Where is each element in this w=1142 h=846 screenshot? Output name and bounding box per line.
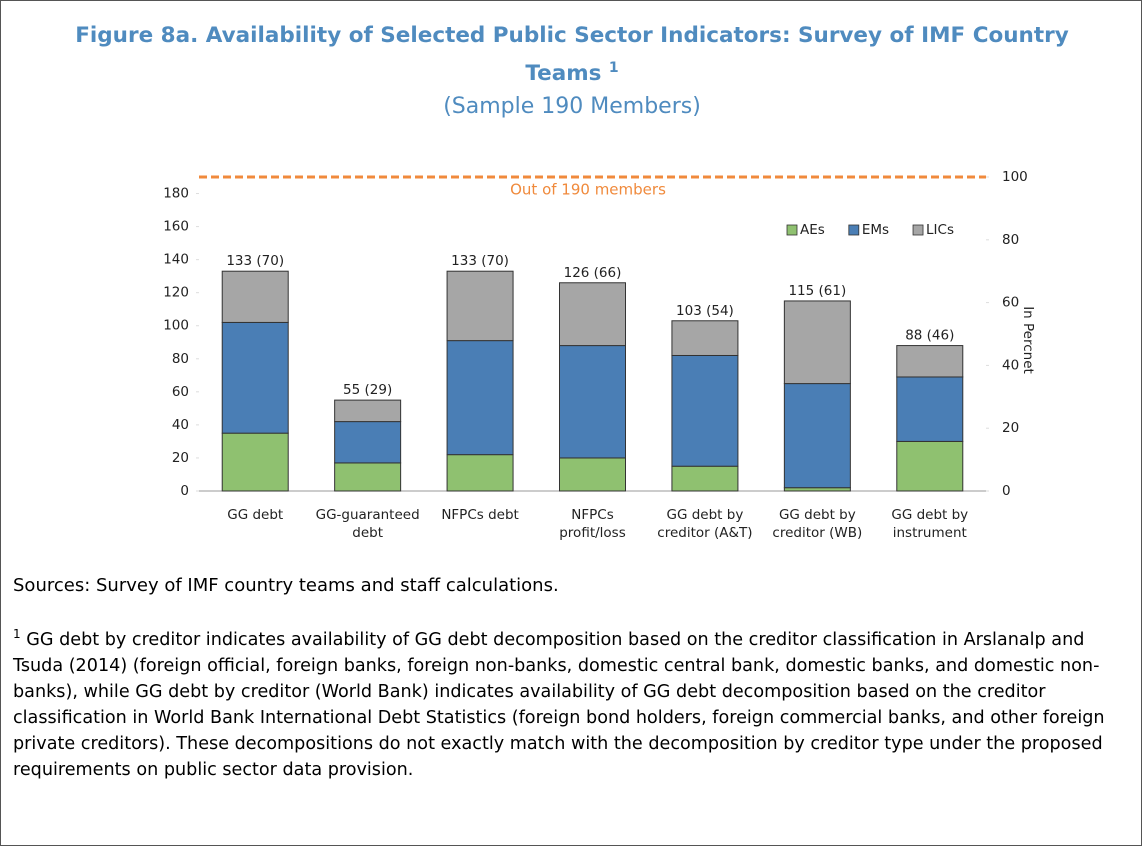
reference-label: Out of 190 members xyxy=(510,181,666,199)
x-tick-label: GG-guaranteed xyxy=(316,507,420,523)
title-text: Figure 8a. Availability of Selected Publ… xyxy=(75,23,1069,87)
total-label: 133 (70) xyxy=(226,253,284,269)
total-label: 133 (70) xyxy=(451,253,509,269)
y-tick-label: 160 xyxy=(163,219,189,235)
legend-swatch xyxy=(786,224,798,236)
bar-segment xyxy=(446,340,514,456)
footnote-marker: 1 xyxy=(13,627,21,641)
x-tick-label: NFPCs debt xyxy=(441,507,519,523)
total-label: 88 (46) xyxy=(905,328,954,344)
y2-tick-label: 80 xyxy=(1002,232,1019,248)
bar-segment xyxy=(671,354,739,467)
y-tick-label: 140 xyxy=(163,252,189,268)
figure-title: Figure 8a. Availability of Selected Publ… xyxy=(41,19,1103,90)
y-tick-label: 0 xyxy=(180,483,189,499)
legend-label: LICs xyxy=(926,222,954,238)
y2-tick-label: 0 xyxy=(1002,483,1011,499)
total-label: 55 (29) xyxy=(343,382,392,398)
bar-segment xyxy=(559,457,626,492)
bar-segment xyxy=(671,465,739,492)
total-label: 103 (54) xyxy=(676,303,734,319)
y2-tick-label: 20 xyxy=(1002,420,1019,436)
bar-segment xyxy=(221,270,289,323)
footnote: 1 GG debt by creditor indicates availabi… xyxy=(13,621,1135,783)
y2-tick-label: 100 xyxy=(1002,169,1028,185)
bar-segment xyxy=(896,345,964,378)
bar-segment xyxy=(221,321,289,434)
x-tick-label: profit/loss xyxy=(559,525,626,541)
footnote-text: GG debt by creditor indicates availabili… xyxy=(13,629,1105,780)
bar-segment xyxy=(559,282,626,347)
y2-tick-label: 40 xyxy=(1002,357,1019,373)
y-tick-label: 40 xyxy=(172,417,189,433)
sources: Sources: Survey of IMF country teams and… xyxy=(13,575,559,596)
y-tick-label: 180 xyxy=(163,186,189,202)
y-tick-label: 20 xyxy=(172,450,189,466)
legend-label: AEs xyxy=(800,222,825,238)
total-label: 126 (66) xyxy=(564,265,622,281)
legend-swatch xyxy=(848,224,860,236)
legend-label: EMs xyxy=(862,222,889,238)
x-tick-label: GG debt xyxy=(227,507,283,523)
bar-segment xyxy=(783,383,851,489)
x-tick-label: instrument xyxy=(893,525,967,541)
y-tick-label: 120 xyxy=(163,285,189,301)
legend-swatch xyxy=(912,224,924,236)
y-tick-label: 80 xyxy=(172,351,189,367)
y-tick-label: 60 xyxy=(172,384,189,400)
chart: 0 20 40 60 80 100 120 140 160 180 0 20 40 60 80 100 In P… xyxy=(163,169,1036,541)
x-tick-label: creditor (A&T) xyxy=(657,525,752,541)
bar-segment xyxy=(896,440,964,492)
subtitle: (Sample 190 Members) xyxy=(443,94,701,120)
y2-axis-label: In Percnet xyxy=(1020,306,1036,374)
bar-segment xyxy=(559,345,626,459)
x-tick-label: GG debt by xyxy=(779,507,856,523)
x-tick-label: debt xyxy=(352,525,383,541)
x-tick-label: GG debt by xyxy=(667,507,744,523)
bar-segment xyxy=(334,462,402,492)
bar-segment xyxy=(446,454,514,492)
bar-segment xyxy=(334,421,402,464)
x-tick-label: GG debt by xyxy=(891,507,968,523)
bar-segment xyxy=(334,399,402,423)
x-tick-label: NFPCs xyxy=(571,507,613,523)
y-tick-label: 100 xyxy=(163,318,189,334)
total-label: 115 (61) xyxy=(788,283,846,299)
bar-segment xyxy=(221,432,289,492)
title-note: 1 xyxy=(608,60,619,76)
bar-segment xyxy=(783,300,851,385)
bar-segment xyxy=(896,376,964,442)
bar-segment xyxy=(446,270,514,342)
bar-segment xyxy=(671,320,739,356)
header: Figure 8a. Availability of Selected Publ… xyxy=(41,19,1103,119)
x-tick-label: creditor (WB) xyxy=(772,525,862,541)
y2-tick-label: 60 xyxy=(1002,295,1019,311)
